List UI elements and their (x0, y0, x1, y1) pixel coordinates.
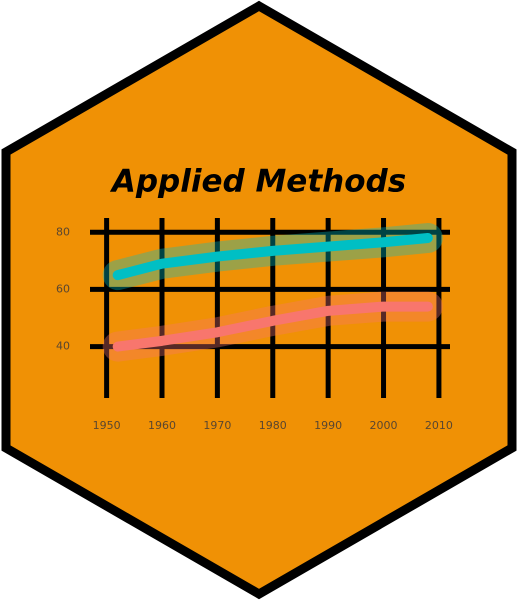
x-tick-label: 2000 (370, 419, 398, 432)
tick-labels: 1950 1960 1970 1980 1990 2000 2010 40 60 80 (56, 225, 453, 432)
x-tick-label: 1950 (93, 419, 121, 432)
chart-title: Applied Methods (109, 164, 406, 200)
series-line (112, 301, 433, 352)
x-tick-label: 1960 (148, 419, 176, 432)
x-tick-label: 1980 (259, 419, 287, 432)
x-tick-label: 1990 (314, 419, 342, 432)
y-tick-label: 80 (56, 225, 70, 238)
series-line (112, 233, 433, 281)
x-tick-label: 2010 (425, 419, 453, 432)
y-tick-label: 60 (56, 282, 70, 295)
plot-area (102, 223, 443, 362)
x-tick-label: 1970 (203, 419, 231, 432)
y-tick-label: 40 (56, 340, 70, 353)
